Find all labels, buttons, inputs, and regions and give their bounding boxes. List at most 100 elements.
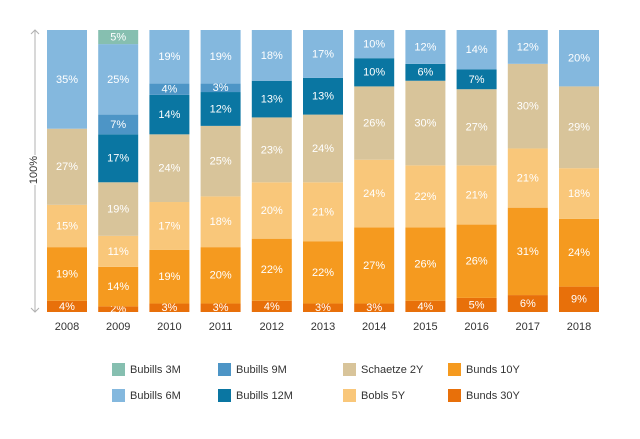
data-label-2011-bubills-9m: 3% (213, 82, 229, 94)
x-tick-label-2017: 2017 (516, 321, 540, 333)
data-label-2013-bobls-5y: 21% (312, 206, 334, 218)
x-tick-label-2014: 2014 (362, 321, 386, 333)
bars: 4% 19% 15% 27% 35% 2% 14% 11% 19% 17% 7% 25% 5% 3% 19%… (47, 30, 599, 316)
bar-segment-2016-bubills-6m (456, 30, 497, 70)
bar-segment-2012-bunds-10y (251, 238, 292, 301)
bar-segment-2016-bobls-5y (456, 165, 497, 225)
bar-segment-2014-schaetze-2y (354, 86, 395, 160)
bar-segment-2010-bunds-10y (149, 249, 190, 304)
bar-segment-2015-bunds-30y (405, 300, 446, 312)
bar-segment-2015-bobls-5y (405, 165, 446, 228)
data-label-2008-schaetze-2y: 27% (56, 161, 78, 173)
bar-segment-2011-bubills-9m (200, 83, 241, 93)
data-label-2016-bunds-30y: 5% (469, 299, 485, 311)
data-label-2016-bunds-10y: 26% (466, 256, 488, 268)
bar-segment-2014-bubills-12m (354, 58, 395, 87)
bar-segment-2011-bubills-6m (200, 30, 241, 84)
bar-segment-2012-bunds-30y (251, 300, 292, 312)
data-label-2009-bunds-10y: 14% (107, 281, 129, 293)
legend-label-bobls-5y: Bobls 5Y (361, 390, 406, 402)
bar-segment-2018-bunds-30y (559, 286, 599, 312)
y-axis-bottom-arrow (30, 307, 40, 313)
data-label-2012-schaetze-2y: 23% (261, 144, 283, 156)
bar-segment-2008-schaetze-2y (47, 128, 87, 205)
bar-segment-2012-bubills-6m (251, 30, 292, 81)
data-label-2009-schaetze-2y: 19% (107, 203, 129, 215)
x-tick-label-2011: 2011 (209, 321, 233, 333)
bar-segment-2010-bubills-6m (149, 30, 190, 84)
data-label-2013-bunds-10y: 22% (312, 267, 334, 279)
bar-segment-2009-schaetze-2y (98, 182, 139, 236)
bar-segment-2016-schaetze-2y (456, 89, 497, 166)
data-label-2016-schaetze-2y: 27% (466, 122, 488, 134)
legend-swatch-schaetze-2y (343, 363, 356, 376)
data-label-2014-bubills-6m: 10% (363, 39, 385, 51)
data-label-2013-bubills-12m: 13% (312, 91, 334, 103)
bar-segment-2012-bubills-12m (251, 80, 292, 118)
bar-segment-2011-bobls-5y (200, 196, 241, 248)
legend-swatch-bobls-5y (343, 389, 356, 402)
data-label-2017-schaetze-2y: 30% (517, 101, 539, 113)
bar-segment-2014-bunds-30y (354, 303, 395, 312)
bar-segment-2009-bubills-12m (98, 134, 139, 183)
x-tick-label-2018: 2018 (567, 321, 591, 333)
legend-swatch-bunds-10y (448, 363, 461, 376)
data-label-2010-bubills-9m: 4% (161, 84, 177, 96)
bar-segment-2010-bubills-12m (149, 94, 190, 135)
bar-segment-2017-bubills-6m (507, 30, 548, 64)
legend-swatch-bubills-3m (112, 363, 125, 376)
data-label-2009-bubills-3m: 5% (110, 31, 126, 43)
bar-segment-2013-bunds-10y (303, 241, 343, 304)
data-label-2018-bunds-30y: 9% (571, 294, 587, 306)
data-label-2011-bubills-6m: 19% (210, 51, 232, 63)
data-label-2009-bubills-6m: 25% (107, 74, 129, 86)
bar-segment-2015-bubills-6m (405, 30, 446, 64)
bar-segment-2009-bunds-10y (98, 266, 139, 307)
data-label-2008-bobls-5y: 15% (56, 220, 78, 232)
bar-segment-2016-bubills-12m (456, 69, 497, 90)
bar-segment-2011-bunds-30y (200, 303, 241, 312)
data-label-2015-schaetze-2y: 30% (414, 117, 436, 129)
bar-segment-2009-bubills-6m (98, 44, 139, 115)
bar-segment-2016-bunds-10y (456, 224, 497, 298)
bar-segment-2012-bobls-5y (251, 182, 292, 239)
bar-segment-2018-schaetze-2y (559, 86, 599, 169)
data-label-2014-bunds-30y: 3% (366, 302, 382, 314)
bar-segment-2008-bobls-5y (47, 204, 87, 248)
data-label-2009-bunds-30y: 2% (110, 304, 126, 316)
x-tick-label-2009: 2009 (106, 321, 130, 333)
bar-segment-2009-bobls-5y (98, 235, 139, 267)
bar-segment-2008-bunds-10y (47, 247, 87, 301)
bar-segment-2008-bubills-6m (47, 30, 87, 129)
data-label-2010-bunds-10y: 19% (158, 271, 180, 283)
bar-segment-2014-bunds-10y (354, 227, 395, 304)
data-label-2011-bobls-5y: 18% (210, 216, 232, 228)
data-label-2010-bubills-12m: 14% (158, 109, 180, 121)
legend-swatch-bunds-30y (448, 389, 461, 402)
legend-swatch-bubills-6m (112, 389, 125, 402)
data-label-2014-bobls-5y: 24% (363, 188, 385, 200)
bar-segment-2018-bubills-6m (559, 30, 599, 87)
data-label-2016-bubills-12m: 7% (469, 74, 485, 86)
legend-label-schaetze-2y: Schaetze 2Y (361, 364, 424, 376)
legend-label-bubills-3m: Bubills 3M (130, 364, 181, 376)
data-label-2015-bunds-30y: 4% (417, 301, 433, 313)
data-label-2008-bubills-6m: 35% (56, 74, 78, 86)
data-label-2009-bobls-5y: 11% (108, 246, 129, 258)
data-label-2016-bobls-5y: 21% (466, 189, 488, 201)
data-label-2010-schaetze-2y: 24% (158, 163, 180, 175)
x-tick-label-2015: 2015 (413, 321, 437, 333)
bar-segment-2017-bobls-5y (507, 148, 548, 208)
data-label-2017-bubills-6m: 12% (517, 41, 539, 53)
bar-segment-2017-bunds-10y (507, 207, 548, 296)
data-label-2011-bunds-30y: 3% (213, 302, 229, 314)
bar-segment-2014-bubills-6m (354, 30, 395, 59)
bar-segment-2017-bunds-30y (507, 295, 548, 312)
bar-segment-2013-bunds-30y (303, 303, 343, 312)
legend-label-bubills-6m: Bubills 6M (130, 390, 181, 402)
bar-segment-2014-bobls-5y (354, 159, 395, 228)
legend-label-bubills-9m: Bubills 9M (236, 364, 287, 376)
bar-segment-2013-bubills-6m (303, 30, 343, 78)
data-label-2011-bubills-12m: 12% (210, 103, 232, 115)
